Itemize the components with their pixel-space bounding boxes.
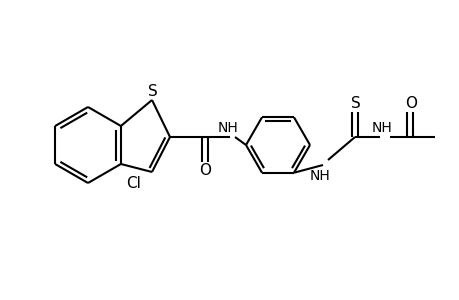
Text: O: O — [199, 163, 211, 178]
Text: NH: NH — [309, 169, 330, 183]
Text: O: O — [404, 95, 416, 110]
Text: S: S — [148, 83, 157, 98]
Text: NH: NH — [217, 121, 238, 135]
Text: S: S — [350, 95, 360, 110]
Text: Cl: Cl — [126, 176, 141, 191]
Text: NH: NH — [371, 121, 392, 135]
